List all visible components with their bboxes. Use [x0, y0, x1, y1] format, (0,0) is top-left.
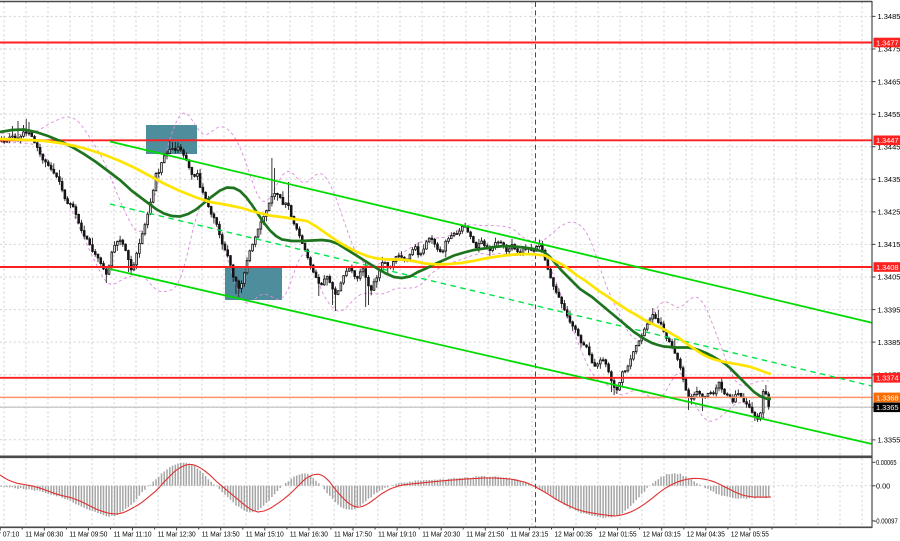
svg-text:1.3405: 1.3405	[878, 273, 900, 282]
svg-text:1.3355: 1.3355	[878, 436, 900, 445]
svg-text:1.3485: 1.3485	[878, 12, 900, 21]
svg-text:1.3374: 1.3374	[876, 374, 899, 383]
svg-text:12 Mar 01:55: 12 Mar 01:55	[599, 531, 637, 539]
svg-text:-0.00097: -0.00097	[874, 517, 898, 526]
svg-text:0.00: 0.00	[876, 482, 890, 491]
svg-text:12 Mar 03:15: 12 Mar 03:15	[643, 531, 681, 539]
svg-text:11 Mar 21:50: 11 Mar 21:50	[466, 531, 504, 539]
svg-text:12 Mar 05:55: 12 Mar 05:55	[731, 531, 769, 539]
svg-text:11 Mar 13:50: 11 Mar 13:50	[202, 531, 240, 539]
svg-text:11 Mar 08:30: 11 Mar 08:30	[25, 531, 63, 539]
svg-text:0.00065: 0.00065	[876, 458, 897, 467]
svg-text:1.3447: 1.3447	[876, 136, 899, 145]
svg-text:11 Mar 12:30: 11 Mar 12:30	[158, 531, 196, 539]
svg-text:11 Mar 17:50: 11 Mar 17:50	[334, 531, 372, 539]
svg-text:1.3415: 1.3415	[878, 240, 900, 249]
svg-text:11 Mar 07:10: 11 Mar 07:10	[0, 531, 19, 539]
svg-text:1.3475: 1.3475	[878, 45, 900, 54]
svg-text:1.3455: 1.3455	[878, 110, 900, 119]
svg-text:11 Mar 09:50: 11 Mar 09:50	[69, 531, 107, 539]
svg-text:1.3395: 1.3395	[878, 305, 900, 314]
svg-text:11 Mar 16:30: 11 Mar 16:30	[290, 531, 328, 539]
svg-text:1.3368: 1.3368	[876, 393, 899, 402]
svg-text:12 Mar 00:35: 12 Mar 00:35	[555, 531, 593, 539]
svg-text:11 Mar 23:15: 11 Mar 23:15	[510, 531, 548, 539]
svg-text:1.3477: 1.3477	[876, 38, 899, 47]
svg-text:11 Mar 15:10: 11 Mar 15:10	[246, 531, 284, 539]
svg-text:1.3365: 1.3365	[876, 403, 899, 412]
svg-text:1.3425: 1.3425	[878, 208, 900, 217]
svg-text:12 Mar 04:35: 12 Mar 04:35	[687, 531, 725, 539]
svg-text:11 Mar 20:30: 11 Mar 20:30	[422, 531, 460, 539]
svg-text:1.3465: 1.3465	[878, 77, 900, 86]
svg-text:1.3445: 1.3445	[878, 142, 900, 151]
svg-text:1.3435: 1.3435	[878, 175, 900, 184]
svg-text:1.3408: 1.3408	[876, 263, 899, 272]
svg-text:11 Mar 19:10: 11 Mar 19:10	[378, 531, 416, 539]
svg-text:11 Mar 11:10: 11 Mar 11:10	[114, 531, 152, 539]
svg-text:1.3385: 1.3385	[878, 338, 900, 347]
